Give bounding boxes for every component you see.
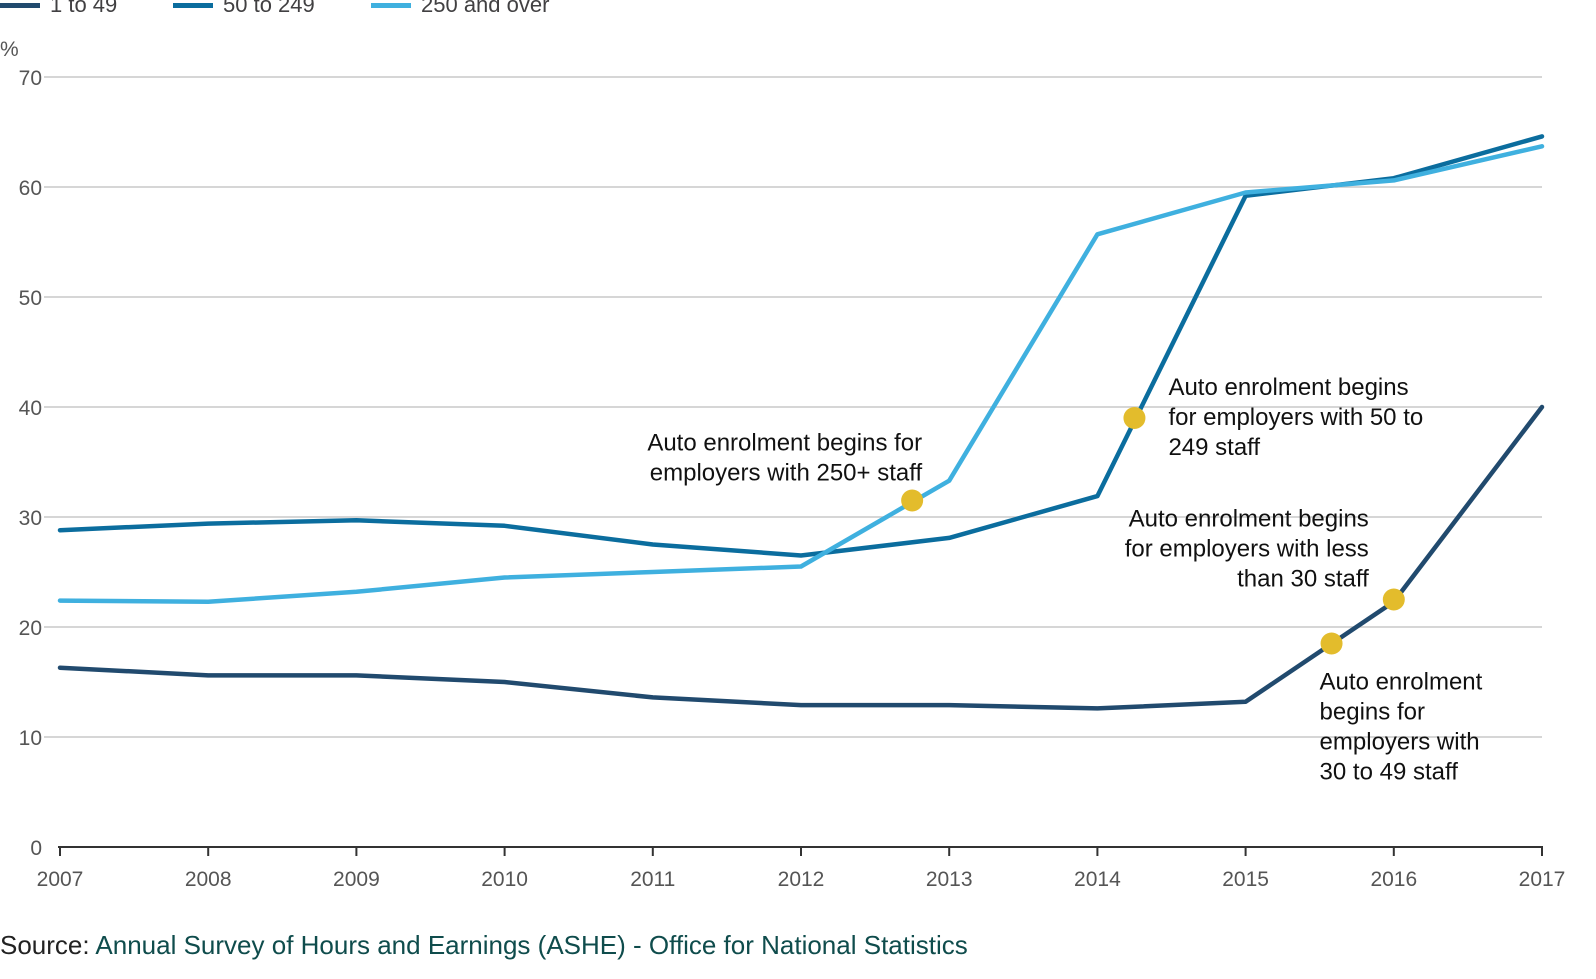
x-tick-label-2011: 2011 <box>630 868 675 891</box>
x-tick-label-2009: 2009 <box>333 868 380 891</box>
x-tick-label-2012: 2012 <box>778 868 825 891</box>
y-tick-label-70: 70 <box>19 67 42 90</box>
legend-item-1-to-49: 1 to 49 <box>0 0 173 18</box>
legend-item-50-to-249: 50 to 249 <box>173 0 371 18</box>
annotation-line-50-to-249-2: for employers with 50 to <box>1168 404 1423 431</box>
annotation-marker-30-to-49 <box>1320 632 1343 655</box>
legend-swatch-250-and-over <box>371 2 411 8</box>
legend-label-250-and-over: 250 and over <box>421 0 550 17</box>
x-tick-label-2008: 2008 <box>185 868 232 891</box>
y-tick-label-0: 0 <box>30 837 42 860</box>
annotation-line-250-plus-1: Auto enrolment begins for <box>647 430 922 457</box>
y-tick-label-10: 10 <box>19 727 42 750</box>
legend-swatch-50-to-249 <box>173 2 213 8</box>
annotation-line-30-to-49-1: Auto enrolment <box>1320 669 1483 696</box>
annotation-line-50-to-249-3: 249 staff <box>1168 434 1260 461</box>
annotation-text-250-plus: Auto enrolment begins for employers with … <box>647 430 922 487</box>
series-layer <box>57 134 1545 711</box>
annotation-line-30-to-49-3: employers with <box>1320 729 1480 756</box>
annotation-line-less-than-30-2: for employers with less <box>1125 536 1369 563</box>
x-tick-label-2017: 2017 <box>1519 868 1566 891</box>
legend-item-250-and-over: 250 and over <box>371 0 549 18</box>
source-prefix: Source: <box>0 930 96 960</box>
legend-label-1-to-49: 1 to 49 <box>50 0 118 17</box>
x-tick-label-2014: 2014 <box>1074 868 1121 891</box>
axis-layer: 0 10 20 30 40 50 60 70% 2007 2008 2009 2010 2011 2012… <box>0 38 1565 891</box>
annotation-marker-50-to-249 <box>1123 407 1146 429</box>
y-tick-label-60: 60 <box>19 177 42 200</box>
annotation-marker-less-than-30 <box>1382 588 1405 611</box>
series-line-1-to-49 <box>57 404 1545 711</box>
y-axis-unit-label: % <box>0 38 19 61</box>
annotation-line-50-to-249-1: Auto enrolment begins <box>1168 374 1408 401</box>
x-tick-label-2016: 2016 <box>1370 868 1417 891</box>
annotation-layer: Auto enrolment begins for employers with … <box>647 374 1482 786</box>
marker-layer <box>901 407 1405 655</box>
series-line-50-to-249 <box>57 134 1545 558</box>
legend-swatch-1-to-49 <box>0 2 40 8</box>
x-tick-label-2013: 2013 <box>926 868 973 891</box>
annotation-line-less-than-30-1: Auto enrolment begins <box>1129 506 1369 533</box>
source-link[interactable]: Annual Survey of Hours and Earnings (ASH… <box>95 930 968 960</box>
y-tick-label-50: 50 <box>19 287 42 310</box>
source-note: Source: Annual Survey of Hours and Earni… <box>0 930 968 961</box>
series-line-250-and-over <box>57 144 1545 604</box>
annotation-text-50-to-249: Auto enrolment begins for employers with … <box>1168 374 1423 461</box>
x-tick-label-2007: 2007 <box>37 868 84 891</box>
line-chart: 0 10 20 30 40 50 60 70% 2007 2008 2009 2010 2011 2012… <box>0 38 1565 891</box>
grid-layer <box>44 76 1542 738</box>
annotation-line-250-plus-2: employers with 250+ staff <box>650 460 923 487</box>
annotation-text-less-than-30: Auto enrolment begins for employers with … <box>1125 506 1369 593</box>
x-tick-label-2015: 2015 <box>1222 868 1269 891</box>
y-tick-label-40: 40 <box>19 397 42 420</box>
annotation-line-less-than-30-3: than 30 staff <box>1237 566 1369 593</box>
y-tick-label-30: 30 <box>19 507 42 530</box>
y-tick-label-20: 20 <box>19 617 42 640</box>
annotation-line-30-to-49-4: 30 to 49 staff <box>1320 759 1459 786</box>
chart-legend: 1 to 49 50 to 249 250 and over <box>0 0 549 20</box>
annotation-line-30-to-49-2: begins for <box>1320 699 1425 726</box>
annotation-text-30-to-49: Auto enrolment begins for employers with 30… <box>1320 669 1483 786</box>
legend-label-50-to-249: 50 to 249 <box>223 0 315 17</box>
x-tick-label-2010: 2010 <box>481 868 528 891</box>
annotation-marker-250-plus <box>901 489 924 512</box>
